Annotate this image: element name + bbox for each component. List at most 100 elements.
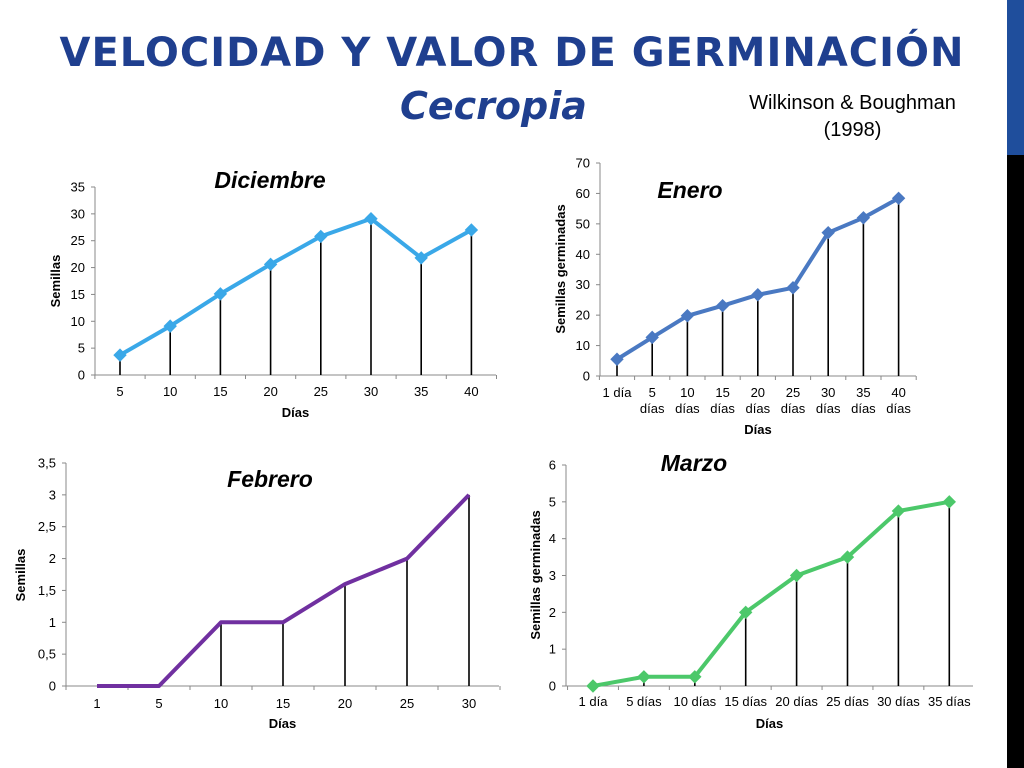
data-point [637,670,651,684]
x-tick-label: 5 días [640,385,665,416]
x-tick-label: 5 [155,696,162,711]
data-point [113,348,127,362]
data-point [314,229,328,244]
x-tick-label: 25 días [781,385,806,416]
y-tick-label: 2 [49,551,56,566]
y-tick-label: 35 [71,180,85,195]
data-point [715,299,730,313]
x-tick-label: 20 días [775,694,818,709]
x-tick-label: 35 [414,384,428,399]
x-tick-label-line: días [710,401,735,416]
y-tick-label: 10 [576,338,590,353]
data-point [840,550,855,564]
x-tick-label-line: 15 [715,385,729,400]
x-tick-label-line: días [781,401,806,416]
data-point [856,211,871,225]
y-tick-label: 0 [549,679,556,694]
x-tick-label-line: días [851,401,876,416]
citation-authors: Wilkinson & Boughman [749,92,956,114]
y-tick-label: 1 [49,615,56,630]
y-tick-label: 5 [549,494,556,509]
x-tick-label: 25 días [826,694,869,709]
y-tick-label: 40 [576,247,590,262]
chart-title: Enero [657,177,722,203]
data-point [263,257,278,272]
y-tick-label: 1,5 [38,583,56,598]
y-tick-label: 15 [71,287,85,302]
y-tick-label: 0,5 [38,647,56,662]
x-axis-label: Días [282,405,309,420]
data-point [891,191,906,206]
right-dark-bar [1007,155,1024,768]
x-tick-label: 35 días [851,385,876,416]
y-tick-label: 30 [576,277,590,292]
y-tick-label: 0 [583,369,590,384]
y-tick-label: 10 [71,314,85,329]
x-tick-label-line: días [816,401,841,416]
data-point [680,309,695,323]
data-point [821,225,835,240]
x-tick-label: 10 [163,384,177,399]
x-tick-label-line: días [640,401,665,416]
x-tick-label: 30 días [816,385,841,416]
y-tick-label: 2 [549,605,556,620]
data-point [364,211,378,226]
y-tick-label: 25 [71,233,85,248]
x-tick-label-line: 25 [786,385,800,400]
x-tick-label: 20 [263,384,277,399]
y-tick-label: 3 [549,568,556,583]
x-tick-label-line: días [746,401,771,416]
x-tick-label-line: 5 [649,385,656,400]
y-tick-label: 60 [576,186,590,201]
x-tick-label: 1 día [603,385,633,400]
x-axis-label: Días [744,422,771,437]
x-axis-label: Días [269,716,296,731]
page-subtitle: Cecropia [400,84,587,128]
y-tick-label: 50 [576,216,590,231]
x-tick-label: 1 [93,696,100,711]
x-tick-label-line: 10 [680,385,694,400]
y-axis-label: Semillas germinadas [528,510,543,639]
data-point [942,495,957,509]
data-point [645,330,659,345]
x-tick-label: 40 [464,384,478,399]
y-tick-label: 0 [78,368,85,383]
series-line [592,499,950,688]
data-point [738,605,753,620]
data-point [789,568,804,583]
chart-title: Marzo [661,450,727,476]
x-tick-label-line: 35 [856,385,870,400]
y-tick-label: 3 [49,487,56,502]
series-line [118,216,473,357]
y-tick-label: 1 [549,642,556,657]
chart-title: Diciembre [214,167,325,193]
data-point [610,352,624,366]
x-tick-label: 10 días [673,694,716,709]
series-line [97,493,471,688]
chart-title: Febrero [227,466,313,492]
x-tick-label-line: 30 [821,385,835,400]
y-tick-label: 6 [549,458,556,473]
right-accent-bar [1007,0,1024,155]
x-tick-label: 10 [214,696,228,711]
x-tick-label: 30 días [877,694,920,709]
data-point [414,251,428,265]
y-axis-label: Semillas [13,549,28,602]
x-tick-label: 15 días [710,385,735,416]
y-axis-label: Semillas [48,255,63,308]
x-tick-label: 30 [462,696,476,711]
x-tick-label: 40 días [886,385,911,416]
x-tick-label: 15 días [724,694,767,709]
x-tick-label: 15 [276,696,290,711]
data-point [586,679,600,693]
x-axis-label: Días [756,716,783,731]
x-tick-label-line: 40 [891,385,905,400]
x-tick-label-line: 20 [751,385,765,400]
x-tick-label: 10 días [675,385,700,416]
citation-year: (1998) [823,119,882,141]
y-tick-label: 4 [549,531,556,546]
y-tick-label: 5 [78,341,85,356]
